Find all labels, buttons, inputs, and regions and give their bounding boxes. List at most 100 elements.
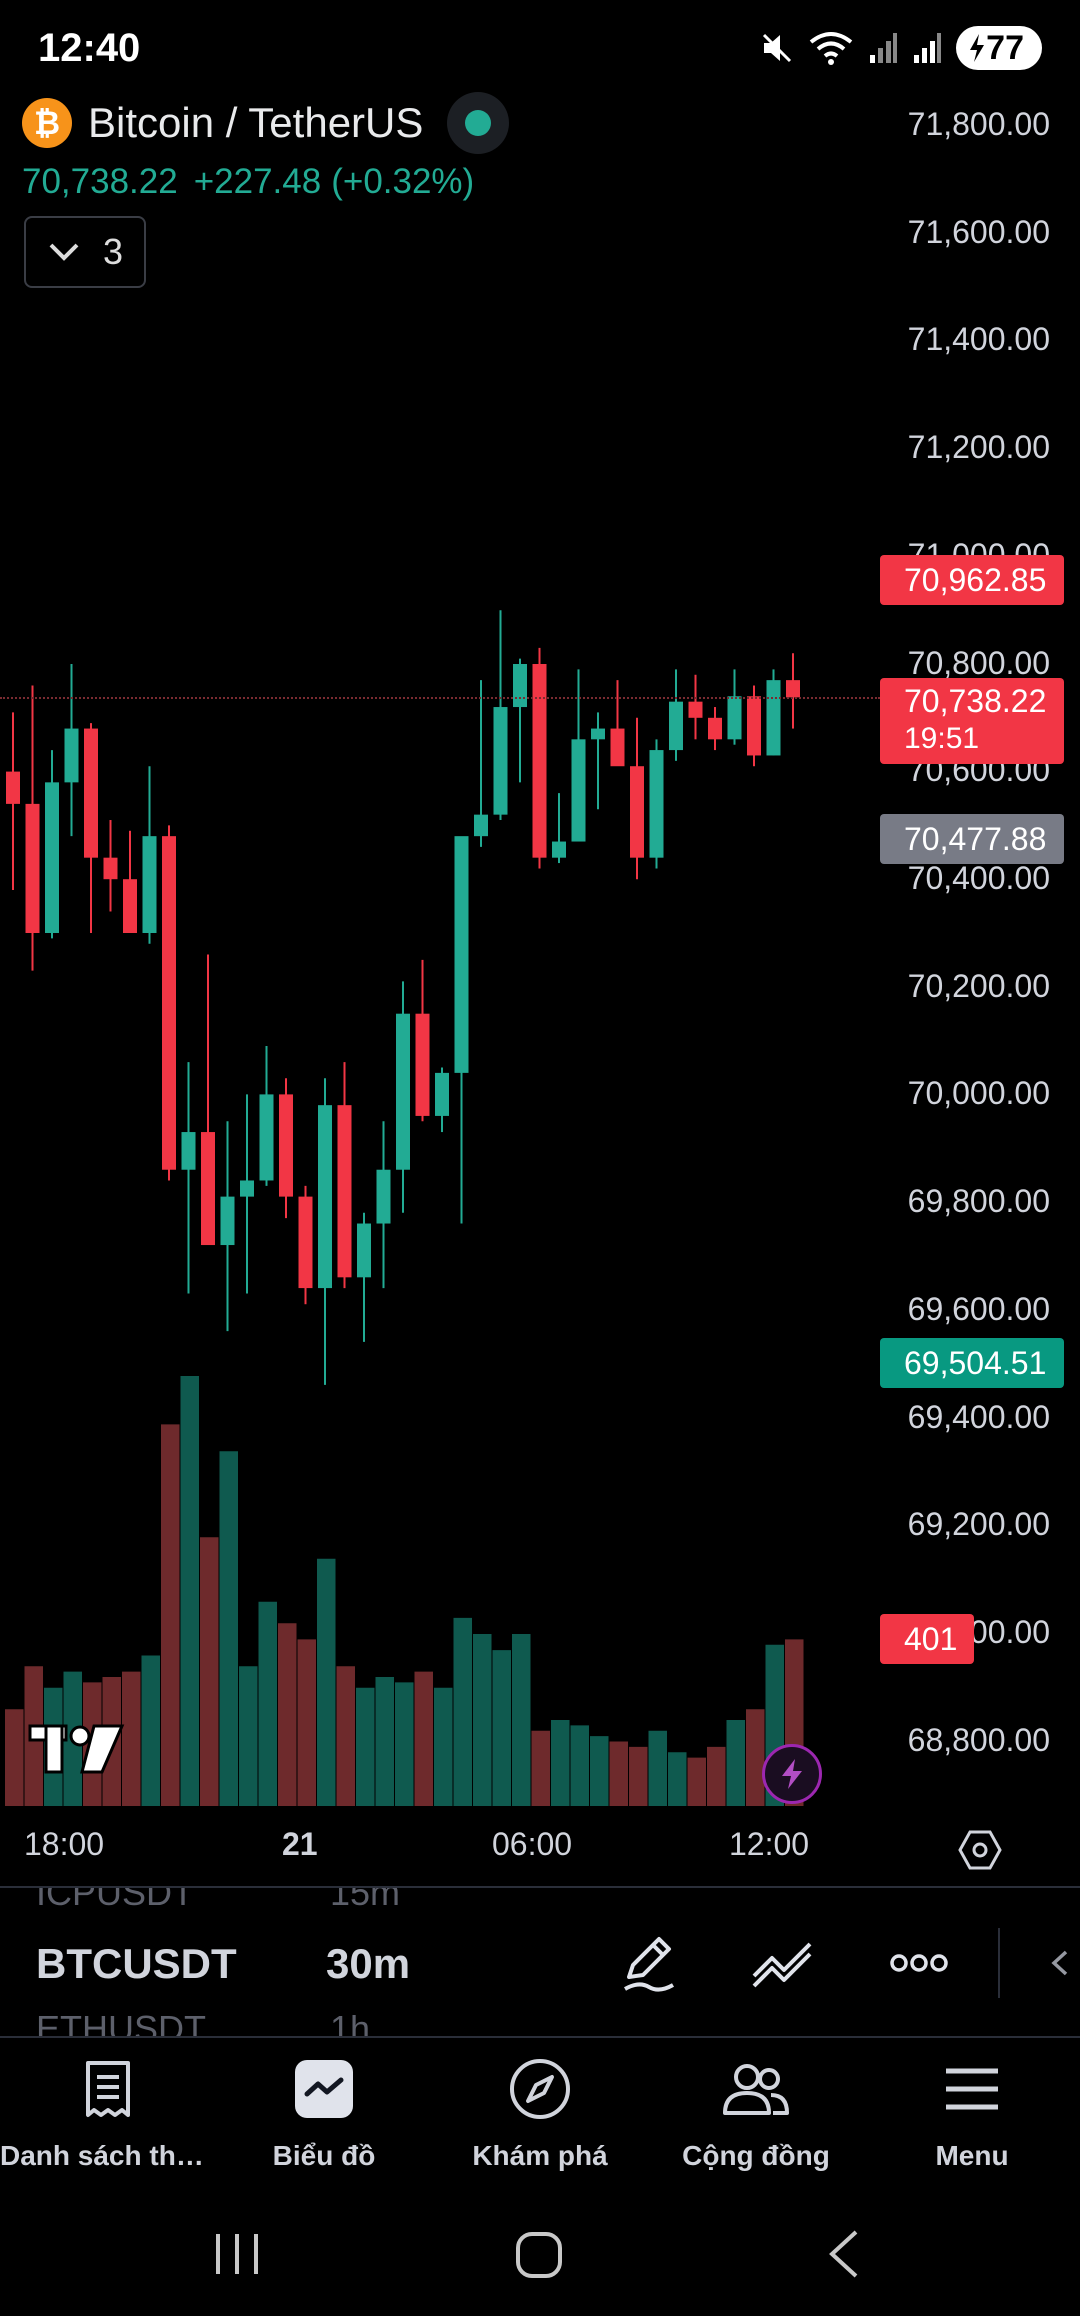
candle (454, 836, 469, 1224)
candle (532, 647, 547, 869)
candle-body (181, 1132, 196, 1170)
candle-body (240, 1180, 254, 1197)
community-icon (723, 2064, 789, 2115)
volume-bar (258, 1601, 277, 1806)
candle-body (396, 1013, 410, 1170)
symbol-header[interactable]: ₿ Bitcoin / TetherUS (22, 92, 510, 154)
last-price-tag: 70,738.22 19:51 (880, 678, 1064, 764)
price-axis-label: 71,800.00 (907, 106, 1050, 142)
pen-icon (624, 1937, 674, 1992)
candle-body (630, 766, 644, 858)
candle-body (708, 717, 722, 740)
candle (571, 669, 586, 842)
price-axis-label: 70,400.00 (907, 860, 1050, 896)
price-axis-label: 68,800.00 (907, 1722, 1050, 1758)
back-button[interactable] (829, 2230, 858, 2278)
candle (415, 959, 430, 1122)
volume-bar (668, 1752, 687, 1806)
candle (591, 712, 605, 810)
candle (220, 1121, 235, 1332)
symbol-name[interactable]: Bitcoin / TetherUS (88, 99, 424, 146)
nav-menu[interactable]: Menu (864, 2040, 1080, 2200)
volume-bar (395, 1682, 414, 1806)
nav-community[interactable]: Cộng đồng (648, 2040, 864, 2200)
candle (357, 1212, 371, 1342)
volume-bar (297, 1639, 316, 1806)
volume-bar (512, 1634, 531, 1806)
symbol-interval-strip[interactable]: ICPUSDT 15m BTCUSDT 30m ETHUSDT 1h (0, 1886, 1080, 2038)
candle-body (142, 836, 157, 933)
candle (6, 712, 20, 890)
volume-bar (648, 1730, 667, 1806)
time-axis-label: 21 (282, 1826, 318, 1862)
drawing-tool-button[interactable] (614, 1928, 684, 1998)
prev-close-tag: 70,477.88 (880, 814, 1064, 864)
nav-watchlist[interactable]: Danh sách theo... (0, 2040, 216, 2200)
battery-level: 77 (986, 28, 1024, 67)
candle-body (493, 707, 508, 815)
time-axis-label: 12:00 (729, 1826, 810, 1862)
candle-body (571, 739, 586, 842)
candle (64, 664, 79, 837)
candle (649, 739, 664, 869)
chart-settings-icon[interactable] (958, 1828, 1002, 1872)
market-open-indicator[interactable] (447, 92, 510, 154)
high-price-tag: 70,962.85 (880, 555, 1064, 605)
more-button[interactable] (884, 1928, 954, 1998)
recent-apps-button[interactable] (216, 2234, 258, 2274)
home-button[interactable] (516, 2232, 562, 2278)
indicators-toggle-button[interactable]: 3 (24, 216, 146, 288)
candle (240, 1094, 254, 1294)
volume-bar (492, 1650, 511, 1806)
nav-chart[interactable]: Biểu đồ (216, 2040, 432, 2200)
status-icons: 77 (760, 24, 1042, 72)
status-bar: 12:40 77 (0, 0, 1080, 95)
candle-body (279, 1094, 293, 1197)
volume-bar (687, 1757, 706, 1806)
menu-icon (946, 2068, 998, 2110)
low-price-tag: 69,504.51 (880, 1338, 1064, 1388)
bitcoin-logo: ₿ (22, 98, 72, 148)
nav-explore[interactable]: Khám phá (432, 2040, 648, 2200)
candle (376, 1121, 391, 1289)
volume-bar (453, 1617, 472, 1806)
volume-bar (278, 1623, 297, 1806)
price-axis-label: 71,200.00 (907, 429, 1050, 465)
price-summary: 70,738.22 +227.48 (+0.32%) (22, 162, 474, 202)
bar-countdown: 19:51 (904, 722, 980, 755)
signal-2-icon (914, 33, 942, 63)
candle-body (591, 728, 605, 740)
bottom-navigation: Danh sách theo... Biểu đồ Khám phá (0, 2040, 1080, 2200)
trend-tool-button[interactable] (748, 1928, 818, 1998)
candle (630, 717, 644, 880)
next-interval[interactable]: 1h (330, 2008, 371, 2038)
price-axis-label: 71,400.00 (907, 321, 1050, 357)
last-price-tag-value: 70,738.22 (904, 683, 1047, 719)
prev-interval[interactable]: 15m (330, 1886, 401, 1913)
prev-symbol[interactable]: ICPUSDT (36, 1886, 195, 1913)
current-interval[interactable]: 30m (326, 1940, 411, 1987)
candle (766, 669, 781, 756)
candle-body (513, 664, 527, 708)
volume-bar (570, 1725, 589, 1806)
candlestick-chart[interactable] (0, 0, 880, 1810)
mute-icon (763, 33, 792, 63)
candle (201, 954, 215, 1246)
tradingview-logo[interactable] (28, 1720, 126, 1778)
volume-bar (629, 1746, 648, 1806)
chevron-down-icon (49, 243, 79, 261)
volume-bar (746, 1709, 765, 1806)
flash-button[interactable] (762, 1744, 822, 1804)
next-symbol[interactable]: ETHUSDT (36, 2008, 206, 2038)
nav-label: Khám phá (472, 2140, 608, 2171)
price-axis-label: 70,200.00 (907, 968, 1050, 1004)
candle (552, 793, 566, 864)
strip-divider (998, 1928, 1000, 1998)
wifi-icon (809, 32, 853, 65)
current-symbol[interactable]: BTCUSDT (36, 1940, 237, 1987)
collapse-toolbar-button[interactable] (1040, 1928, 1080, 1998)
trend-icon (752, 1942, 812, 1988)
candle-body (552, 841, 566, 858)
price-axis-label: 70,800.00 (907, 645, 1050, 681)
volume-bar (5, 1709, 24, 1806)
